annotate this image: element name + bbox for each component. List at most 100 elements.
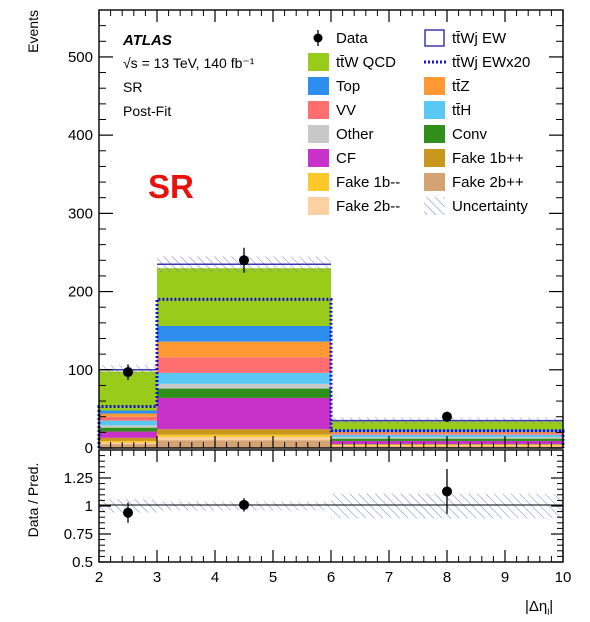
legend-label-top: Top <box>336 78 360 95</box>
y-tick-label-500: 500 <box>68 49 93 66</box>
legend-label-conv: Conv <box>452 126 488 143</box>
ratio-data-layer <box>123 469 452 523</box>
legend-swatch-fake-1b- <box>424 149 445 167</box>
stack-bar-fake-2b--bin2 <box>157 440 331 448</box>
legend-label-tt-h: tt̄H <box>452 102 471 119</box>
data-layer <box>123 247 452 422</box>
legend-label-tt-wj-ew: tt̄Wj EW <box>452 30 507 47</box>
legend-swatch-conv <box>424 125 445 143</box>
stack-bar-fake-1b--bin1 <box>99 440 157 443</box>
y-tick-label-300: 300 <box>68 205 93 222</box>
legend-label-uncertainty: Uncertainty <box>452 198 528 215</box>
ratio-y-tick-label-1: 1 <box>85 498 93 515</box>
x-axis-title: |Δηl| <box>525 598 553 617</box>
stack-bar-ttz-bin1 <box>99 413 157 417</box>
stack-bar-ttz-bin3 <box>331 431 563 434</box>
stack-bar-fake-1b--bin1 <box>99 437 157 441</box>
legend-swatch-fake-2b- <box>424 173 445 191</box>
stack-bar-fake-2b--bin1 <box>99 442 157 445</box>
stack-bar-fake-1b--bin2 <box>157 429 331 435</box>
stack-bar-top-bin1 <box>99 410 157 414</box>
ratio-uncertainty-layer <box>99 493 563 519</box>
stack-bar-ttw-qcd-bin3 <box>331 421 563 431</box>
data-point-3 <box>442 411 452 422</box>
ratio-y-tick-label-0.5: 0.5 <box>72 554 93 571</box>
stack-bar-fake-2b--bin1 <box>99 444 157 448</box>
stack-bar-tth-bin1 <box>99 420 157 426</box>
stack-bar-conv-bin2 <box>157 388 331 398</box>
stack-bar-vv-bin3 <box>331 433 563 435</box>
ratio-y-tick-label-0.75: 0.75 <box>64 526 93 543</box>
x-tick-label-2: 2 <box>95 569 103 586</box>
ttwj-ewx20-line <box>97 297 565 448</box>
x-tick-label-9: 9 <box>501 569 509 586</box>
x-tick-label-10: 10 <box>555 569 572 586</box>
stack-bar-ttz-bin2 <box>157 341 331 358</box>
ratio-y-tick-label-1.25: 1.25 <box>64 470 93 487</box>
ratio-point-2 <box>239 499 249 510</box>
stack-bar-tth-bin2 <box>157 372 331 384</box>
legend: Data tt̄Wj EW tt̄W QCD tt̄Wj EWx20 Top tt̄Z VV… <box>308 29 530 215</box>
y-axis-title: Events <box>25 10 41 53</box>
fit-label: Post-Fit <box>123 103 171 119</box>
y-tick-label-400: 400 <box>68 127 93 144</box>
stack-bar-other-bin2 <box>157 383 331 389</box>
legend-label-fake-2b-: Fake 2b-- <box>336 198 400 215</box>
legend-label-fake-1b-: Fake 1b++ <box>452 150 524 167</box>
x-tick-label-7: 7 <box>385 569 393 586</box>
atlas-label: ATLAS <box>122 32 172 49</box>
ratio-axes: 0.5 0.75 1 1.25 <box>64 455 563 571</box>
x-tick-label-3: 3 <box>153 569 161 586</box>
stack-bar-tth-bin3 <box>331 434 563 438</box>
data-point-2 <box>239 255 249 266</box>
legend-swatch-tt-w-qcd <box>308 53 329 71</box>
legend-label-other: Other <box>336 126 374 143</box>
legend-swatch-uncertainty <box>424 197 445 215</box>
ratio-point-3 <box>442 486 452 497</box>
stack-bar-top-bin2 <box>157 325 331 342</box>
legend-label-tt-wj-ewx20: tt̄Wj EWx20 <box>452 54 530 71</box>
energy-label: √s = 13 TeV, 140 fb⁻¹ <box>123 55 255 71</box>
stack-bar-vv-bin2 <box>157 357 331 373</box>
x-axis-title-main: |Δη <box>525 598 547 615</box>
y-tick-label-200: 200 <box>68 284 93 301</box>
legend-swatch-fake-1b- <box>308 173 329 191</box>
ratio-panel: 0.5 0.75 1 1.25 Data / Pred. <box>25 449 564 571</box>
legend-label-data: Data <box>336 30 368 47</box>
legend-label-vv: VV <box>336 102 356 119</box>
data-point-1 <box>123 367 133 378</box>
legend-label-tt-z: tt̄Z <box>452 78 470 95</box>
x-axis: 2 3 4 5 6 7 8 9 10 <box>95 450 572 586</box>
stack-bar-vv-bin1 <box>99 416 157 421</box>
legend-swatch-tt-z <box>424 77 445 95</box>
x-tick-label-5: 5 <box>269 569 277 586</box>
legend-label-fake-1b-: Fake 1b-- <box>336 174 400 191</box>
y-tick-label-0: 0 <box>85 440 93 457</box>
y-tick-label-100: 100 <box>68 362 93 379</box>
ratio-point-1 <box>123 507 133 518</box>
legend-swatch-tt-wj-ew <box>424 29 445 47</box>
legend-label-cf: CF <box>336 150 356 167</box>
legend-swatch-top <box>308 77 329 95</box>
ratio-y-axis-title: Data / Pred. <box>25 463 41 538</box>
stack-bar-other-bin1 <box>99 425 157 428</box>
stack-bar-fake-2b--bin2 <box>157 437 331 441</box>
stack-bar-cf-bin1 <box>99 431 157 438</box>
legend-swatch-cf <box>308 149 329 167</box>
legend-label-fake-2b-: Fake 2b++ <box>452 174 524 191</box>
legend-swatch-fake-2b- <box>308 197 329 215</box>
stack-bar-fake-1b--bin2 <box>157 434 331 438</box>
legend-marker-data <box>313 33 323 43</box>
x-tick-label-8: 8 <box>443 569 451 586</box>
big-region-label: SR <box>148 168 194 205</box>
legend-swatch-other <box>308 125 329 143</box>
ttwj-ewx20-layer <box>97 297 565 448</box>
x-axis-title-sub: l <box>547 607 549 617</box>
region-label: SR <box>123 79 142 95</box>
stack-bar-ttw-qcd-bin2 <box>157 268 331 326</box>
stack-bar-cf-bin2 <box>157 397 331 430</box>
main-axes: 0 100 200 300 400 500 <box>68 10 564 457</box>
main-panel: 0 100 200 300 400 500 ATLAS √s = 13 TeV, 140 … <box>25 9 565 457</box>
